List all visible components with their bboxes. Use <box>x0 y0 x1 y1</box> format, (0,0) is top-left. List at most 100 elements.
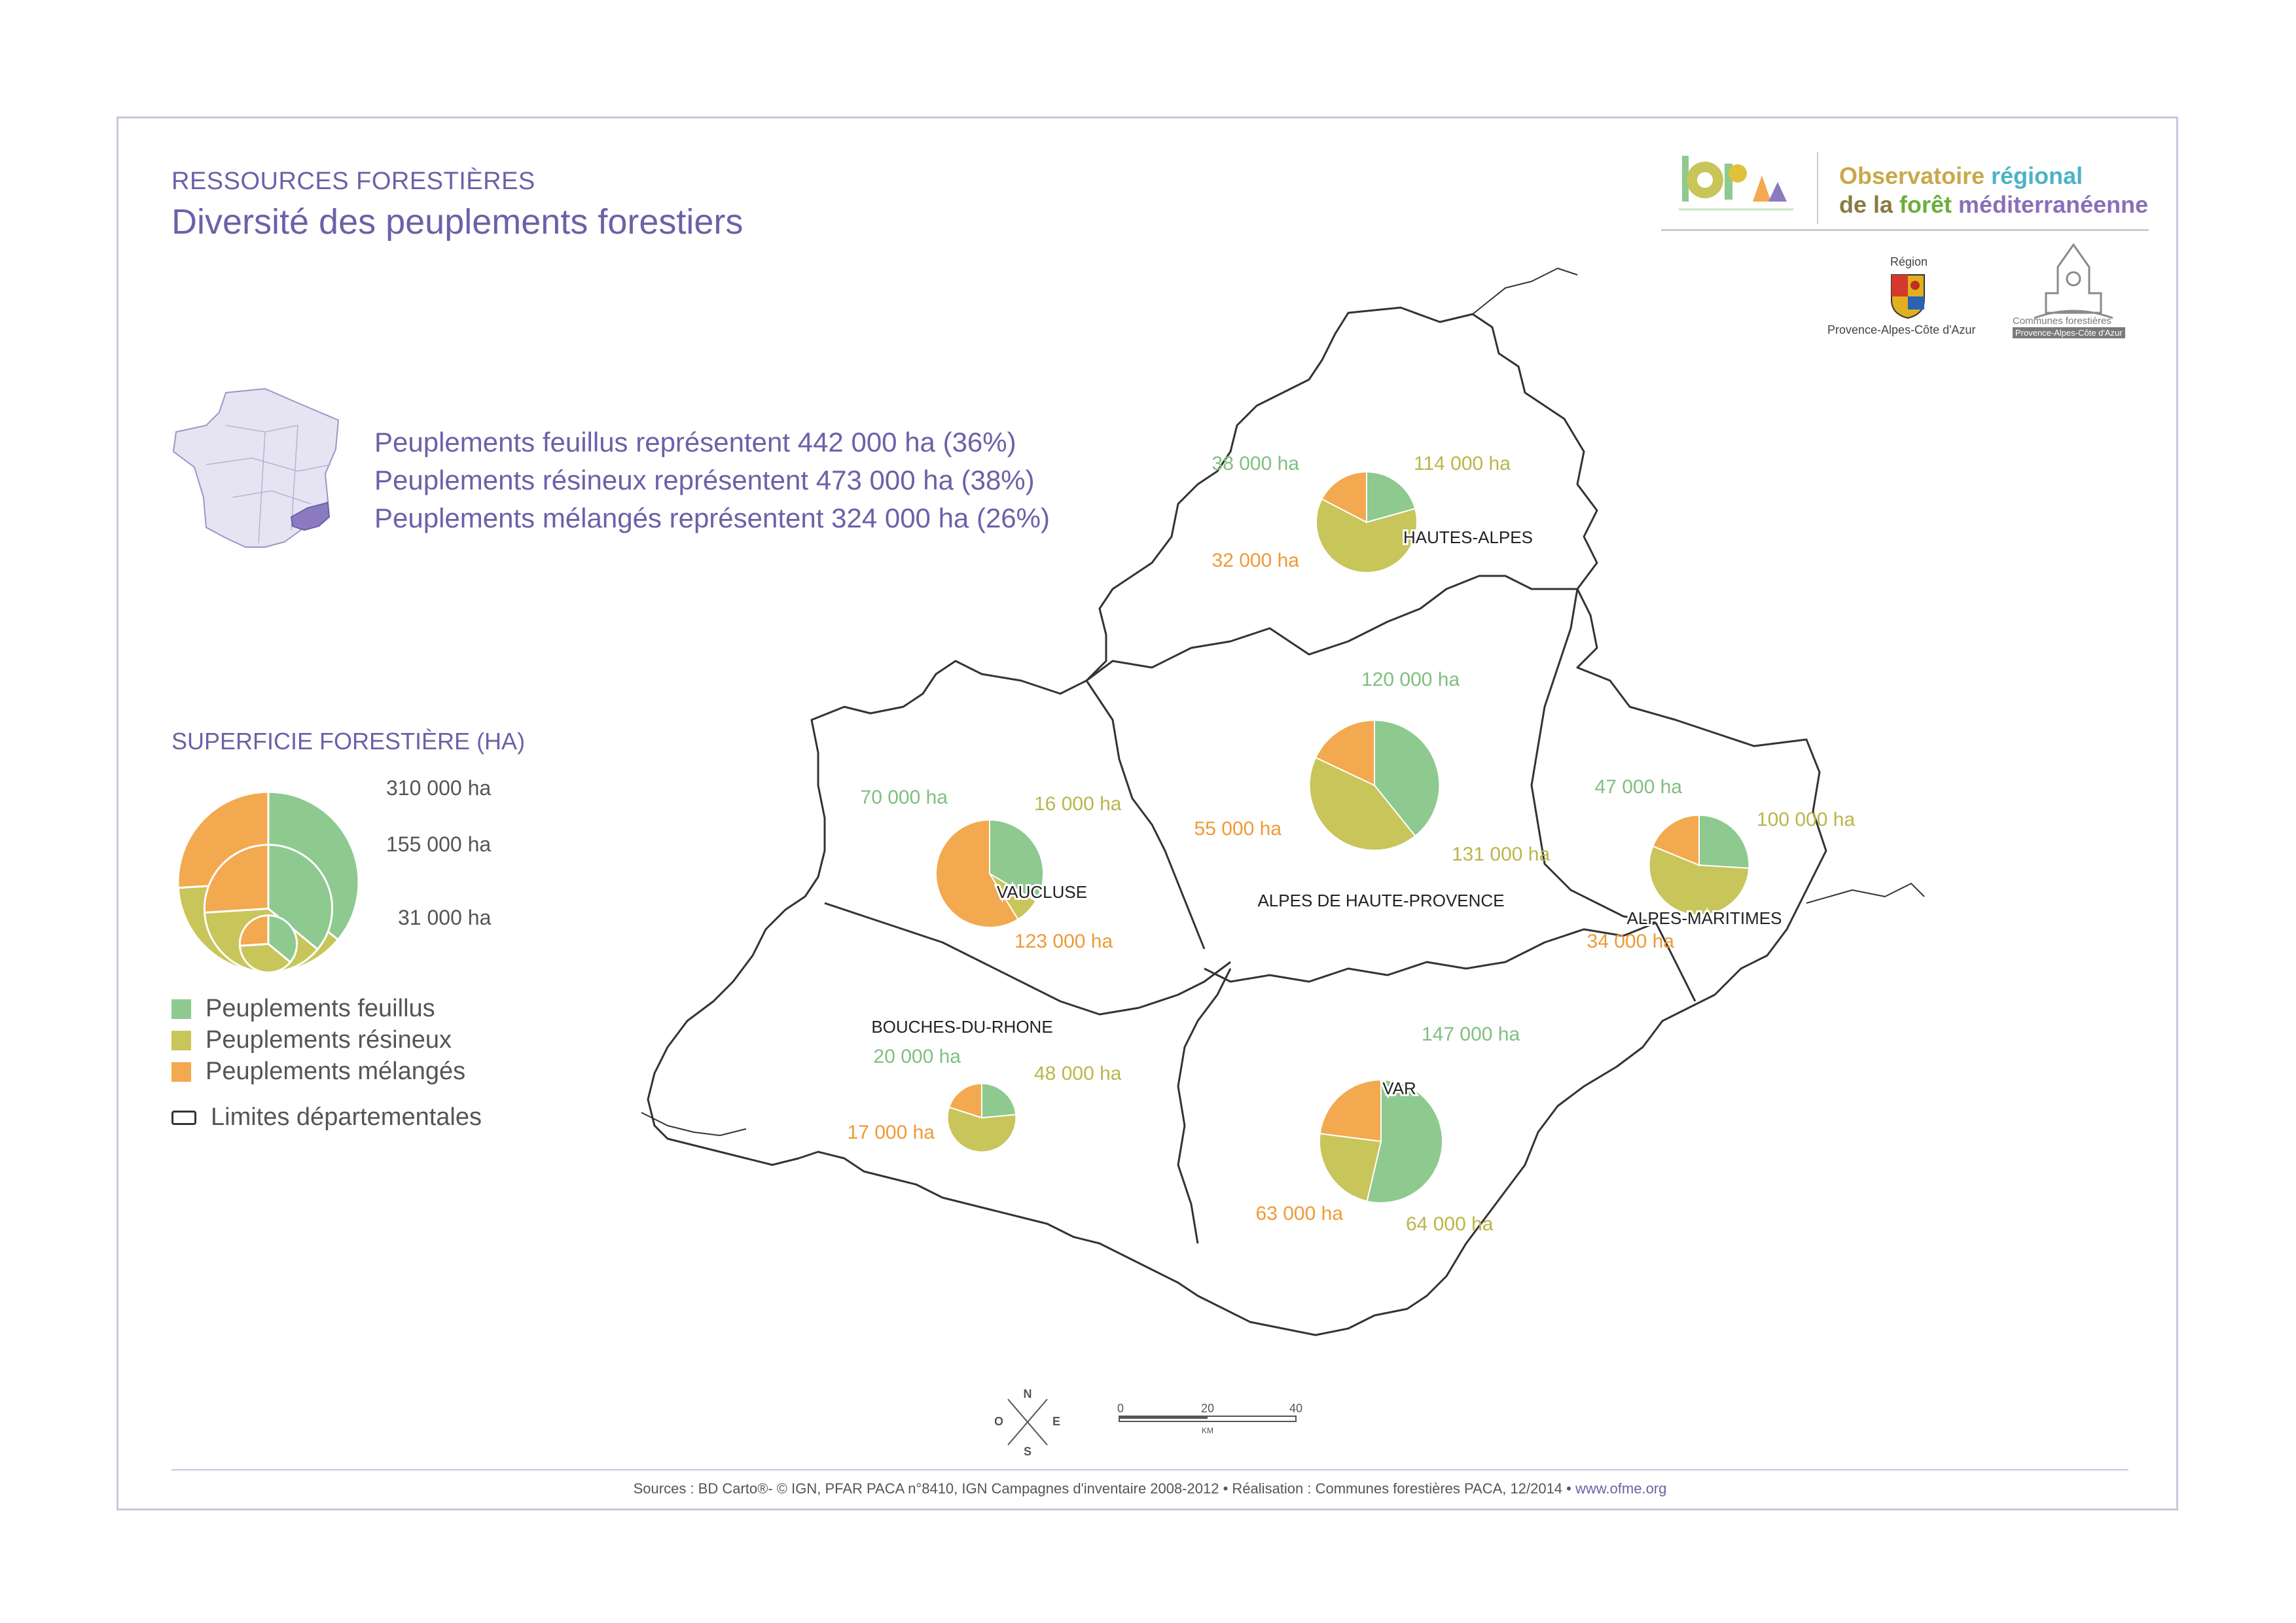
pie-value-label: 147 000 ha <box>1422 1024 1520 1045</box>
legend-item-boundary: Limites départementales <box>171 1103 482 1132</box>
ofme-name-line1: Observatoire régional <box>1839 162 2083 189</box>
pie-alpes-maritimes: 47 000 ha 100 000 ha 34 000 ha ALPES-MARITI… <box>1587 776 1856 952</box>
size-legend-graphic <box>177 784 367 977</box>
pie-slice-melanges <box>1314 719 1375 787</box>
ofme-name-line2: de la forêt méditerranéenne <box>1839 191 2149 218</box>
scale-bar: 0 20 40 KM <box>1113 1399 1309 1438</box>
north-border-stub <box>1472 268 1578 315</box>
department-pie-charts: 38 000 ha 114 000 ha 32 000 ha HAUTES-ALPES… <box>848 453 1856 1235</box>
boundary-hautes-alpes <box>1086 575 1577 682</box>
scale-tick-20: 20 <box>1201 1402 1214 1415</box>
pie-bouches-du-rhone: 20 000 ha 48 000 ha 17 000 ha BOUCHES-DU-RH… <box>848 1015 1122 1153</box>
pie-vaucluse: 70 000 ha 16 000 ha 123 000 ha VAUCLUSE <box>861 787 1122 952</box>
boundary-bdr-var <box>1177 968 1232 1244</box>
pie-value-label: 47 000 ha <box>1595 776 1683 798</box>
region-crest-icon <box>1890 274 1926 323</box>
pie-value-label: 55 000 ha <box>1194 818 1282 840</box>
department-name: ALPES-MARITIMES <box>1627 908 1782 928</box>
compass-e: E <box>1052 1415 1060 1428</box>
pie-slice-feuillus <box>1366 1079 1444 1204</box>
legend-label-feuillus: Peuplements feuillus <box>206 995 435 1022</box>
boundary-ahp-am <box>1530 588 1657 924</box>
boundary-symbol-icon <box>171 1110 196 1125</box>
pie-slice-melanges <box>1319 1079 1382 1143</box>
logo-divider <box>1817 152 1818 224</box>
stat-feuillus: Peuplements feuillus représentent 442 00… <box>374 427 1016 457</box>
pie-value-label: 63 000 ha <box>1256 1203 1344 1224</box>
pie-value-label: 38 000 ha <box>1212 453 1300 474</box>
boundary-var-am <box>1655 922 1696 1002</box>
page-frame <box>117 116 2178 1510</box>
size-label-small: 31 000 ha <box>398 906 492 929</box>
department-name: VAR <box>1382 1079 1416 1098</box>
forest-logo-icon <box>1679 156 1793 211</box>
region-name: Provence-Alpes-Côte d'Azur <box>1827 323 1976 336</box>
pie-value-label: 48 000 ha <box>1034 1063 1122 1084</box>
scale-tick-0: 0 <box>1117 1402 1124 1415</box>
pie-slice-melanges <box>1652 814 1700 866</box>
boundary-vaucluse-ahp <box>1085 680 1206 950</box>
department-boundaries <box>641 268 1925 1336</box>
pie-slice-feuillus <box>981 1082 1017 1119</box>
page-subtitle: RESSOURCES FORESTIÈRES <box>171 168 535 195</box>
pie-slice-feuillus <box>1366 471 1416 524</box>
boundary-vaucluse-bdr <box>824 902 1231 1016</box>
legend-label-boundary: Limites départementales <box>211 1103 482 1131</box>
compass-rose: N S E O <box>994 1386 1060 1458</box>
pie-slice-resineux <box>1648 845 1750 916</box>
stat-melanges: Peuplements mélangés représentent 324 00… <box>374 503 1050 533</box>
footer-sources-text: Sources : BD Carto®- © IGN, PFAR PACA n°… <box>633 1480 1575 1497</box>
size-legend-slice <box>203 844 270 914</box>
scale-unit: KM <box>1202 1426 1213 1435</box>
pie-slice-melanges <box>1321 471 1367 524</box>
legend-item-feuillus: Peuplements feuillus <box>171 995 435 1023</box>
legend-swatch-feuillus <box>171 999 191 1019</box>
legend-label-resineux: Peuplements résineux <box>206 1026 452 1054</box>
pie-hautes-alpes: 38 000 ha 114 000 ha 32 000 ha HAUTES-ALPES <box>1212 453 1535 574</box>
stat-resineux: Peuplements résineux représentent 473 00… <box>374 465 1035 495</box>
scale-tick-40: 40 <box>1289 1402 1302 1415</box>
logo-underline <box>1661 229 2149 231</box>
size-label-medium: 155 000 ha <box>386 832 492 856</box>
department-name: ALPES DE HAUTE-PROVENCE <box>1257 891 1504 910</box>
legend-swatch-resineux <box>171 1030 191 1050</box>
ofme-logo <box>1676 144 1800 223</box>
france-locator-map <box>167 386 363 573</box>
pie-value-label: 34 000 ha <box>1587 931 1675 952</box>
size-legend-pies <box>177 791 360 974</box>
pie-slice-resineux <box>1315 498 1418 574</box>
rhone-river <box>641 1112 747 1136</box>
size-label-large: 310 000 ha <box>386 776 492 800</box>
boundary-ahp-var <box>1204 921 1657 983</box>
pie-value-label: 120 000 ha <box>1361 669 1460 690</box>
footer-url[interactable]: www.ofme.org <box>1575 1480 1667 1497</box>
size-legend-slice <box>238 942 292 974</box>
footer-divider <box>171 1469 2128 1471</box>
department-name: BOUCHES-DU-RHONE <box>871 1017 1052 1037</box>
compass-s: S <box>1024 1445 1031 1458</box>
pie-slice-feuillus <box>1374 719 1441 837</box>
pie-slice-resineux <box>1319 1133 1382 1202</box>
region-label: Région <box>1890 255 1928 268</box>
compass-o: O <box>995 1415 1003 1428</box>
compass-n: N <box>1024 1387 1032 1400</box>
pie-slice-resineux <box>1308 757 1416 851</box>
region-outline <box>647 306 1827 1336</box>
pie-slice-resineux <box>946 1106 1017 1153</box>
page-title: Diversité des peuplements forestiers <box>171 202 744 241</box>
pie-value-label: 17 000 ha <box>848 1122 935 1143</box>
pie-value-label: 123 000 ha <box>1014 931 1113 952</box>
size-legend-title: SUPERFICIE FORESTIÈRE (HA) <box>171 728 526 755</box>
pie-slice-melanges <box>948 1082 982 1119</box>
legend-item-melanges: Peuplements mélangés <box>171 1058 465 1086</box>
pie-value-label: 131 000 ha <box>1452 844 1550 865</box>
communes-forestieres-line1: Communes forestières <box>2013 315 2111 327</box>
pie-value-label: 16 000 ha <box>1034 793 1122 815</box>
size-legend-slice <box>238 914 270 947</box>
department-name: VAUCLUSE <box>997 882 1087 902</box>
size-legend-slice <box>267 844 334 951</box>
pie-slice-feuillus <box>1698 814 1750 869</box>
pie-value-label: 32 000 ha <box>1212 550 1300 571</box>
communes-forestieres-logo-icon <box>2028 241 2119 349</box>
